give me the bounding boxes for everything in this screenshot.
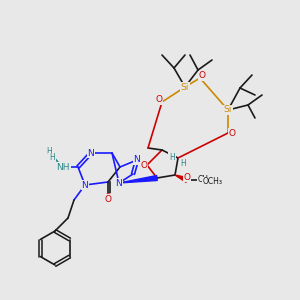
Text: O: O [140,160,148,169]
Text: OCH₃: OCH₃ [203,178,223,187]
Text: N: N [88,148,94,158]
Text: N: N [82,181,88,190]
Text: NH: NH [55,163,69,172]
Text: O: O [199,71,206,80]
Text: H: H [49,154,55,163]
Text: Si: Si [224,106,232,115]
Text: H: H [169,152,175,161]
Text: N: N [116,178,122,188]
Text: O: O [104,194,112,202]
Text: O: O [155,95,163,104]
Text: Si: Si [181,82,189,91]
Text: H: H [46,148,52,157]
Text: NH: NH [56,163,70,172]
Text: N: N [134,155,140,164]
Polygon shape [175,175,188,182]
Text: H: H [180,158,186,167]
Text: O: O [104,194,112,203]
Text: N: N [116,178,122,188]
Text: N: N [134,155,140,164]
Text: N: N [82,181,88,190]
Text: N: N [88,148,94,158]
Polygon shape [119,176,157,183]
Text: O: O [229,128,236,137]
Text: CH₃: CH₃ [198,176,212,184]
Text: O: O [184,172,190,182]
